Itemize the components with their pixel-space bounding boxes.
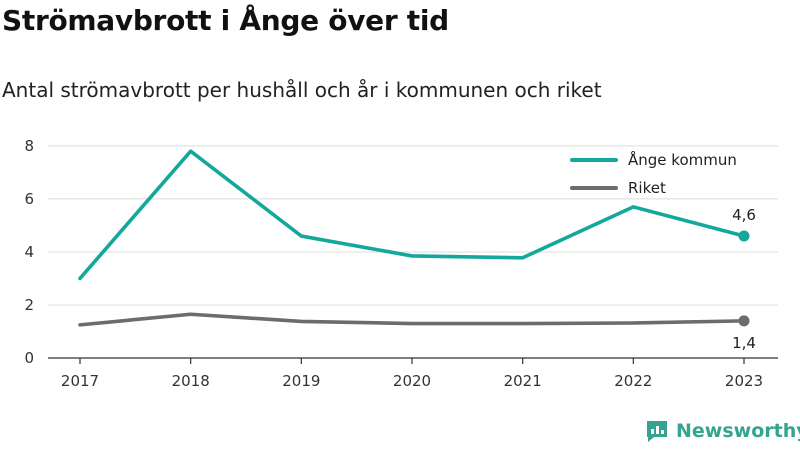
newsworthy-logo: Newsworthy	[644, 418, 800, 444]
y-tick-label: 4	[24, 243, 34, 261]
x-tick-label: 2017	[61, 372, 99, 390]
chart-subtitle: Antal strömavbrott per hushåll och år i …	[2, 78, 602, 102]
x-tick-label: 2019	[282, 372, 320, 390]
series-line-1	[78, 312, 746, 327]
chart-title: Strömavbrott i Ånge över tid	[2, 4, 449, 37]
y-tick-label: 6	[24, 190, 34, 208]
legend-label: Ånge kommun	[628, 150, 737, 169]
legend-label: Riket	[628, 179, 666, 197]
series-end-marker-0	[738, 230, 750, 242]
y-tick-label: 8	[24, 137, 34, 155]
y-tick-label: 2	[24, 296, 34, 314]
brand-name: Newsworthy	[676, 420, 800, 442]
end-value-label: 4,6	[732, 206, 756, 224]
x-tick-label: 2023	[725, 372, 763, 390]
newsworthy-logo-icon	[647, 421, 667, 442]
y-tick-label: 0	[24, 349, 34, 367]
x-tick-label: 2018	[172, 372, 210, 390]
end-value-label: 1,4	[732, 334, 756, 352]
x-tick-label: 2021	[504, 372, 542, 390]
series-end-marker-1	[738, 315, 750, 327]
x-tick-label: 2022	[614, 372, 652, 390]
x-tick-label: 2020	[393, 372, 431, 390]
series-line-0	[78, 149, 746, 281]
